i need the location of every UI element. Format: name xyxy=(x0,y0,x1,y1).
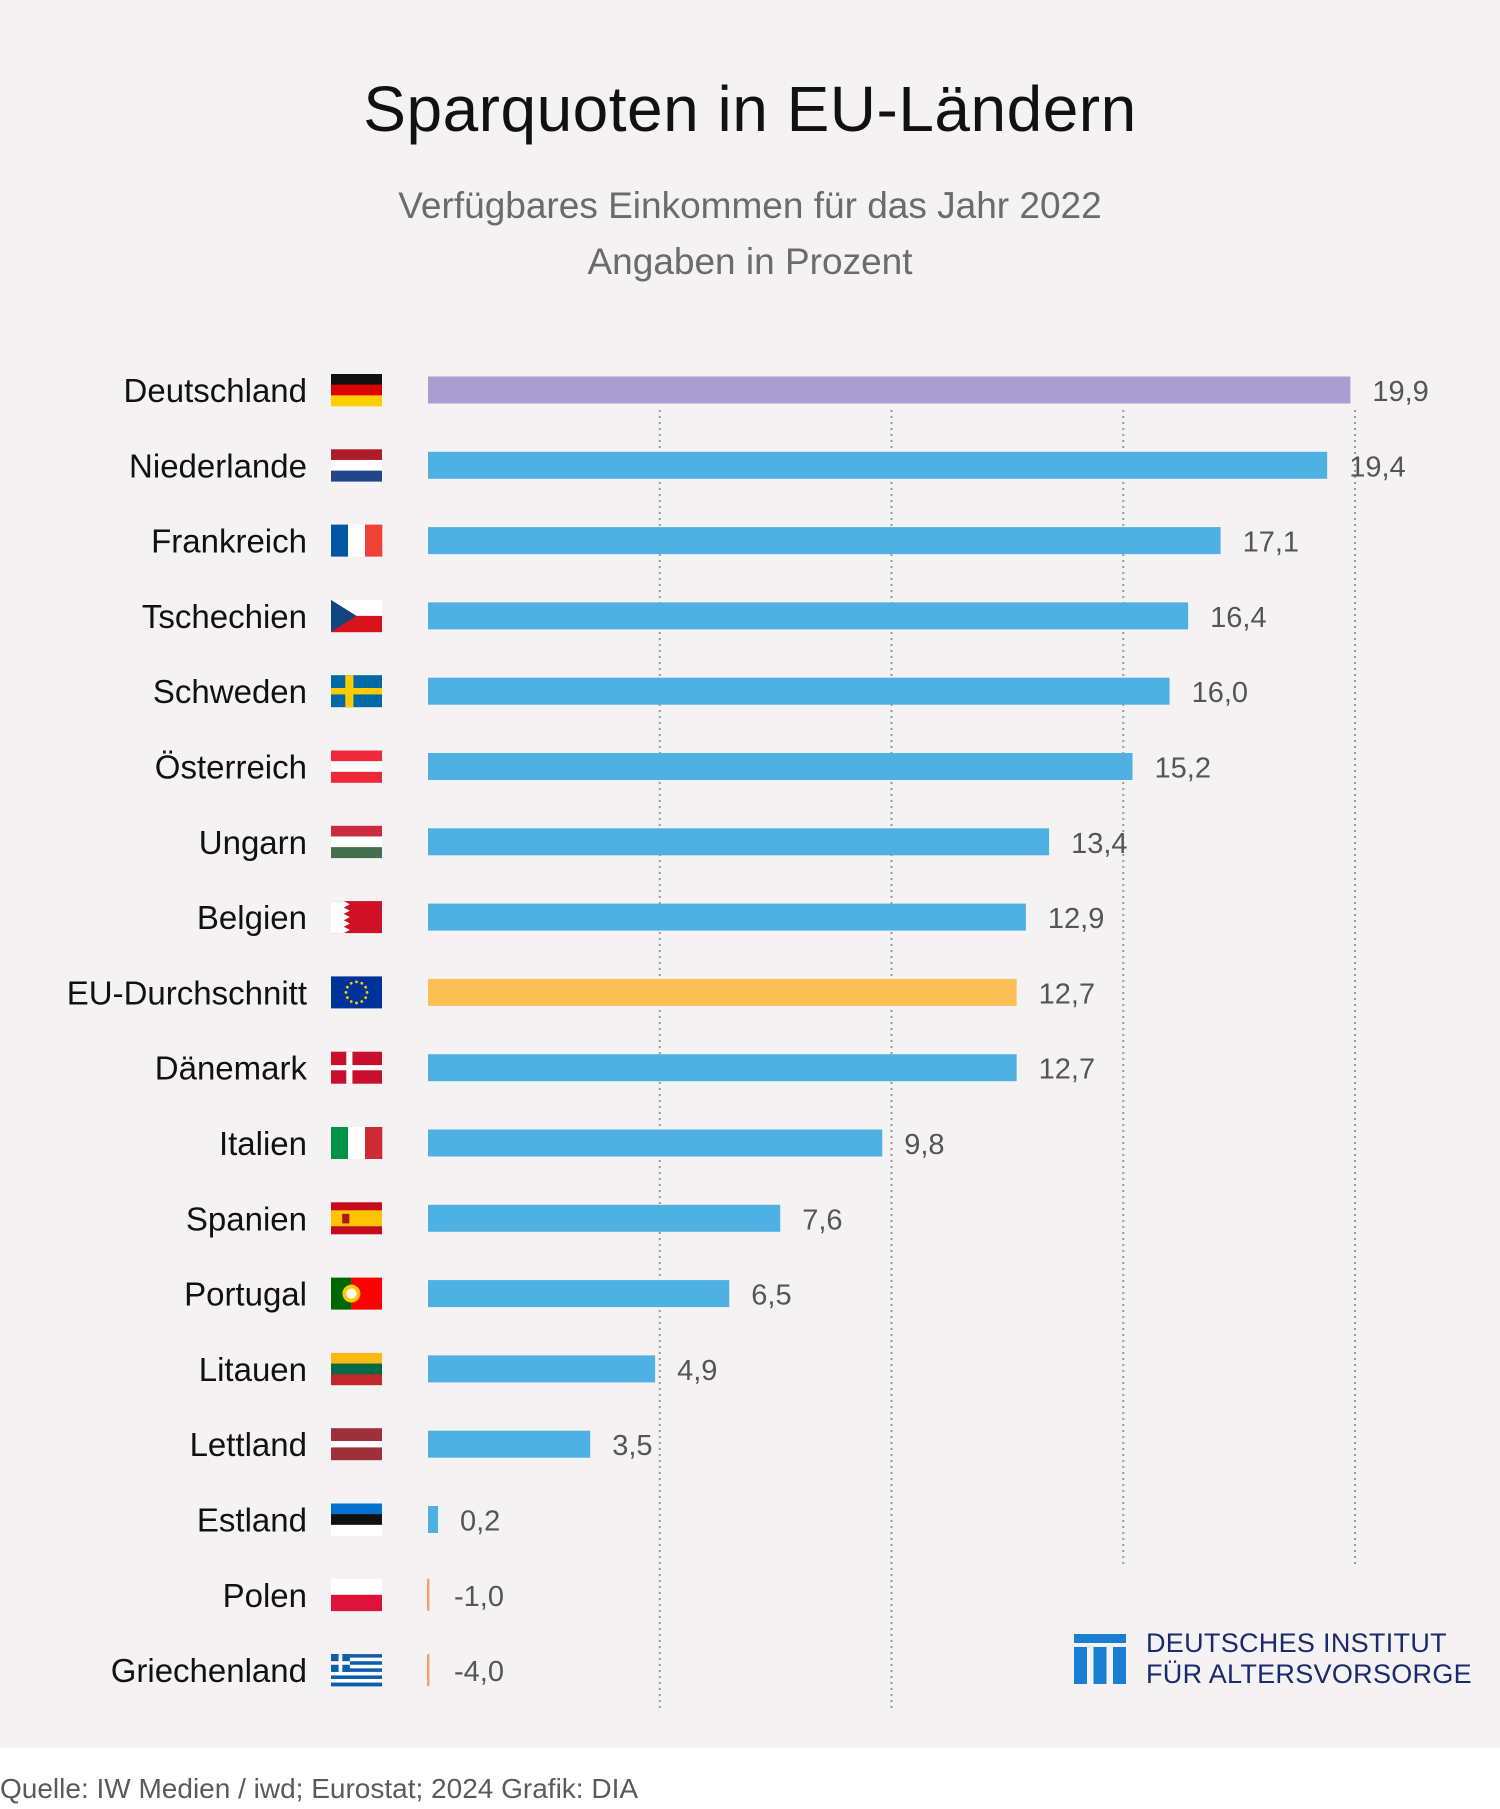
flag-eu-icon xyxy=(331,976,382,1009)
bar-ungarn xyxy=(428,828,1050,856)
bar-eu-durchschnitt xyxy=(428,978,1017,1006)
flag-lithuania-icon xyxy=(331,1352,382,1386)
value-label-frankreich: 17,1 xyxy=(1243,527,1299,559)
bar-schweden xyxy=(428,677,1170,705)
dia-logo-mark-icon xyxy=(1074,1634,1126,1684)
category-label-griechenland: Griechenland xyxy=(111,1652,307,1689)
category-label-lettland: Lettland xyxy=(190,1426,307,1463)
category-label-dänemark: Dänemark xyxy=(155,1050,308,1087)
category-label-ungarn: Ungarn xyxy=(199,824,307,861)
value-label-estland: 0,2 xyxy=(460,1506,500,1538)
flag-italy-icon xyxy=(331,1127,383,1159)
chart-title: Sparquoten in EU-Ländern xyxy=(363,73,1137,145)
bar-tschechien xyxy=(428,602,1189,630)
category-label-spanien: Spanien xyxy=(186,1200,307,1237)
flag-czechia-icon xyxy=(331,599,382,633)
value-label-lettland: 3,5 xyxy=(612,1430,652,1462)
value-label-eu-durchschnitt: 12,7 xyxy=(1039,978,1095,1010)
value-label-tschechien: 16,4 xyxy=(1210,602,1266,634)
category-label-deutschland: Deutschland xyxy=(124,372,307,409)
flag-denmark-icon xyxy=(331,1051,382,1084)
flag-poland-icon xyxy=(331,1578,382,1612)
value-label-italien: 9,8 xyxy=(904,1129,944,1161)
bar-deutschland xyxy=(428,376,1351,404)
flag-sweden-icon xyxy=(331,675,382,708)
logo-line-2: FÜR ALTERSVORSORGE xyxy=(1146,1659,1472,1689)
chart-card xyxy=(0,0,1500,1748)
bar-litauen xyxy=(428,1355,656,1383)
bar-estland xyxy=(428,1506,438,1533)
dia-logo-text: DEUTSCHES INSTITUT FÜR ALTERSVORSORGE xyxy=(1146,1628,1472,1690)
bar-niederlande xyxy=(428,451,1328,479)
value-label-portugal: 6,5 xyxy=(751,1280,791,1312)
category-label-italien: Italien xyxy=(219,1125,307,1162)
category-label-tschechien: Tschechien xyxy=(142,598,307,635)
flag-spain-icon xyxy=(331,1202,382,1235)
dia-logo: DEUTSCHES INSTITUT FÜR ALTERSVORSORGE xyxy=(1074,1628,1474,1690)
category-label-estland: Estland xyxy=(197,1502,307,1539)
category-label-polen: Polen xyxy=(223,1577,307,1614)
category-label-frankreich: Frankreich xyxy=(151,523,307,560)
category-label-niederlande: Niederlande xyxy=(129,447,307,484)
value-label-griechenland: -4,0 xyxy=(454,1656,504,1688)
bar-portugal xyxy=(428,1280,730,1308)
value-label-litauen: 4,9 xyxy=(677,1355,717,1387)
bar-lettland xyxy=(428,1430,591,1458)
bar-frankreich xyxy=(428,527,1221,555)
category-label-eu-durchschnitt: EU-Durchschnitt xyxy=(67,974,307,1011)
bar-polen xyxy=(427,1578,430,1611)
flag-estonia-icon xyxy=(331,1503,382,1536)
flag-austria-icon xyxy=(331,750,382,783)
value-label-dänemark: 12,7 xyxy=(1039,1054,1095,1086)
bar-spanien xyxy=(428,1204,781,1232)
flag-latvia-icon xyxy=(331,1428,382,1461)
flag-germany-icon xyxy=(331,374,382,407)
flag-greece-icon xyxy=(331,1654,382,1687)
flag-netherlands-icon xyxy=(331,449,382,482)
value-label-spanien: 7,6 xyxy=(802,1204,842,1236)
value-label-österreich: 15,2 xyxy=(1155,753,1211,785)
value-label-belgien: 12,9 xyxy=(1048,903,1104,935)
bar-griechenland xyxy=(427,1654,430,1687)
bar-italien xyxy=(428,1129,883,1157)
flag-bahrain-icon xyxy=(331,901,382,934)
source-note: Quelle: IW Medien / iwd; Eurostat; 2024 … xyxy=(0,1773,639,1804)
value-label-schweden: 16,0 xyxy=(1192,677,1248,709)
category-label-österreich: Österreich xyxy=(155,749,307,786)
flag-france-icon xyxy=(331,524,383,557)
category-label-portugal: Portugal xyxy=(184,1276,307,1313)
category-label-schweden: Schweden xyxy=(153,673,307,710)
bar-dänemark xyxy=(428,1054,1017,1082)
flag-portugal-icon xyxy=(331,1277,382,1310)
bar-belgien xyxy=(428,903,1026,931)
flag-hungary-icon xyxy=(331,825,382,859)
category-label-litauen: Litauen xyxy=(199,1351,307,1388)
chart-subtitle: Verfügbares Einkommen für das Jahr 2022 xyxy=(398,185,1102,226)
value-label-niederlande: 19,4 xyxy=(1349,451,1405,483)
value-label-deutschland: 19,9 xyxy=(1372,376,1428,408)
value-label-polen: -1,0 xyxy=(454,1581,504,1613)
value-label-ungarn: 13,4 xyxy=(1071,828,1127,860)
bar-chart: Deutschland 19,9 Niederlande 19,4 Frankreich… xyxy=(67,372,1429,1708)
logo-line-1: DEUTSCHES INSTITUT xyxy=(1146,1628,1447,1658)
chart-unit-note: Angaben in Prozent xyxy=(587,241,913,282)
bar-österreich xyxy=(428,753,1133,780)
category-label-belgien: Belgien xyxy=(197,899,307,936)
